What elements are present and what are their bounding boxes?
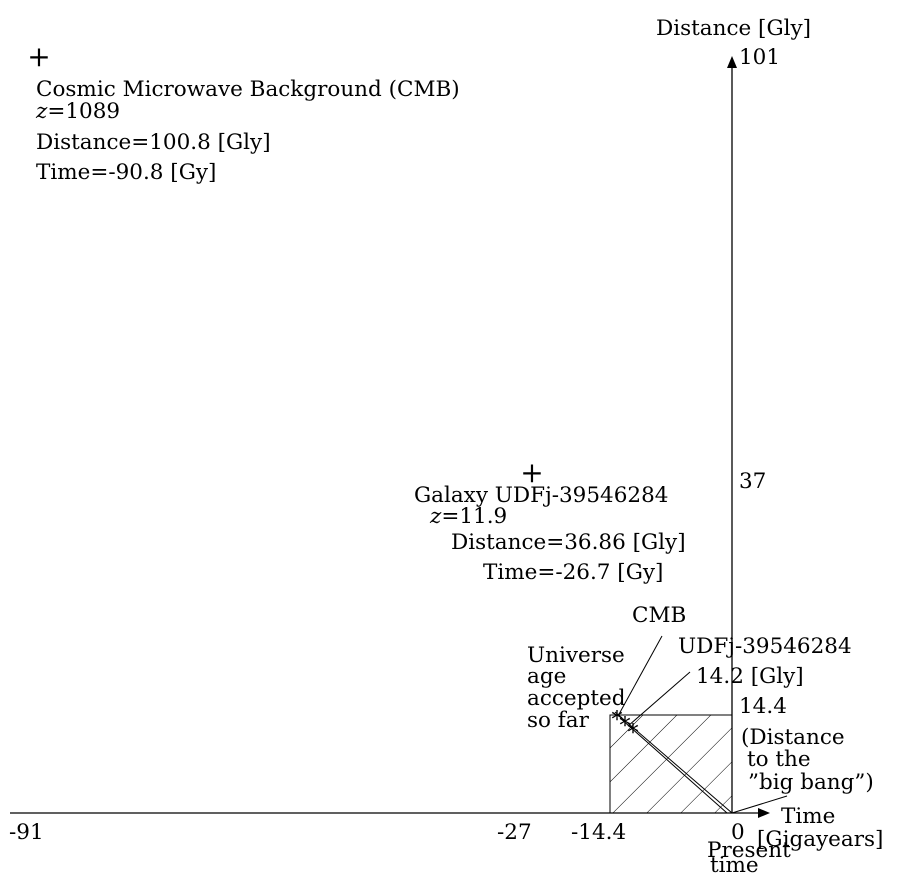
y-axis-title: Distance [Gly] — [656, 16, 811, 41]
hatched-square — [609, 714, 733, 814]
diagonal-line-lower — [619, 717, 728, 814]
big-bang-note-line2: to the — [747, 747, 811, 772]
x-tick-label-minus-27: -27 — [497, 820, 532, 845]
universe-age-line4: so far — [527, 708, 590, 733]
cmb-time: Time=-90.8 [Gy] — [36, 160, 216, 185]
universe-age-line1: Universe — [527, 643, 625, 668]
galaxy-redshift-symbol: z — [429, 504, 442, 529]
universe-age-line2: age — [527, 664, 566, 689]
y-axis-arrowhead — [727, 56, 737, 68]
cmb-redshift-symbol: z — [35, 99, 48, 124]
x-tick-label-minus-91: -91 — [9, 820, 44, 845]
asterisk-marker-1: * — [612, 708, 623, 733]
cmb-title: Cosmic Microwave Background (CMB) — [36, 77, 460, 102]
cmb-redshift: z=1089 — [35, 99, 120, 124]
big-bang-pointer-line — [731, 795, 788, 814]
galaxy-time: Time=-26.7 [Gy] — [483, 560, 663, 585]
udfj-pointer-line — [627, 671, 691, 727]
y-tick-label-14-4: 14.4 — [739, 694, 787, 719]
asterisk-marker-2: * — [620, 714, 631, 739]
galaxy-distance: Distance=36.86 [Gly] — [451, 530, 686, 555]
cmb-redshift-value: =1089 — [47, 99, 120, 124]
x-axis-title-line1: Time — [781, 804, 835, 829]
present-time-label: time — [710, 853, 759, 874]
x-tick-label-minus-14-4: -14.4 — [571, 820, 626, 845]
cmb-distance: Distance=100.8 [Gly] — [36, 130, 271, 155]
asterisk-marker-3: * — [628, 721, 639, 746]
y-tick-label-37: 37 — [739, 469, 766, 494]
universe-age-line3: accepted — [527, 686, 626, 711]
big-bang-note-line3: ”big bang”) — [748, 770, 874, 795]
y-tick-label-101: 101 — [739, 45, 780, 70]
big-bang-note-line1: (Distance — [741, 725, 845, 750]
galaxy-redshift: z=11.9 — [429, 504, 507, 529]
udfj-short-label: UDFj-39546284 — [678, 634, 852, 659]
galaxy-title: Galaxy UDFj-39546284 — [414, 483, 668, 508]
cmb-plus-marker: + — [27, 40, 50, 73]
udfj-gly-label: 14.2 [Gly] — [696, 664, 804, 689]
x-axis-title-line2: [Gigayears] — [757, 827, 883, 852]
galaxy-redshift-value: =11.9 — [441, 504, 507, 529]
cmb-short-label: CMB — [632, 603, 686, 628]
x-axis-arrowhead — [758, 808, 770, 818]
cmb-pointer-line — [617, 635, 663, 717]
galaxy-plus-marker: + — [520, 456, 543, 489]
x-tick-label-0: 0 — [731, 820, 745, 845]
present-label: Present — [707, 838, 791, 863]
diagonal-line-upper — [614, 711, 733, 814]
